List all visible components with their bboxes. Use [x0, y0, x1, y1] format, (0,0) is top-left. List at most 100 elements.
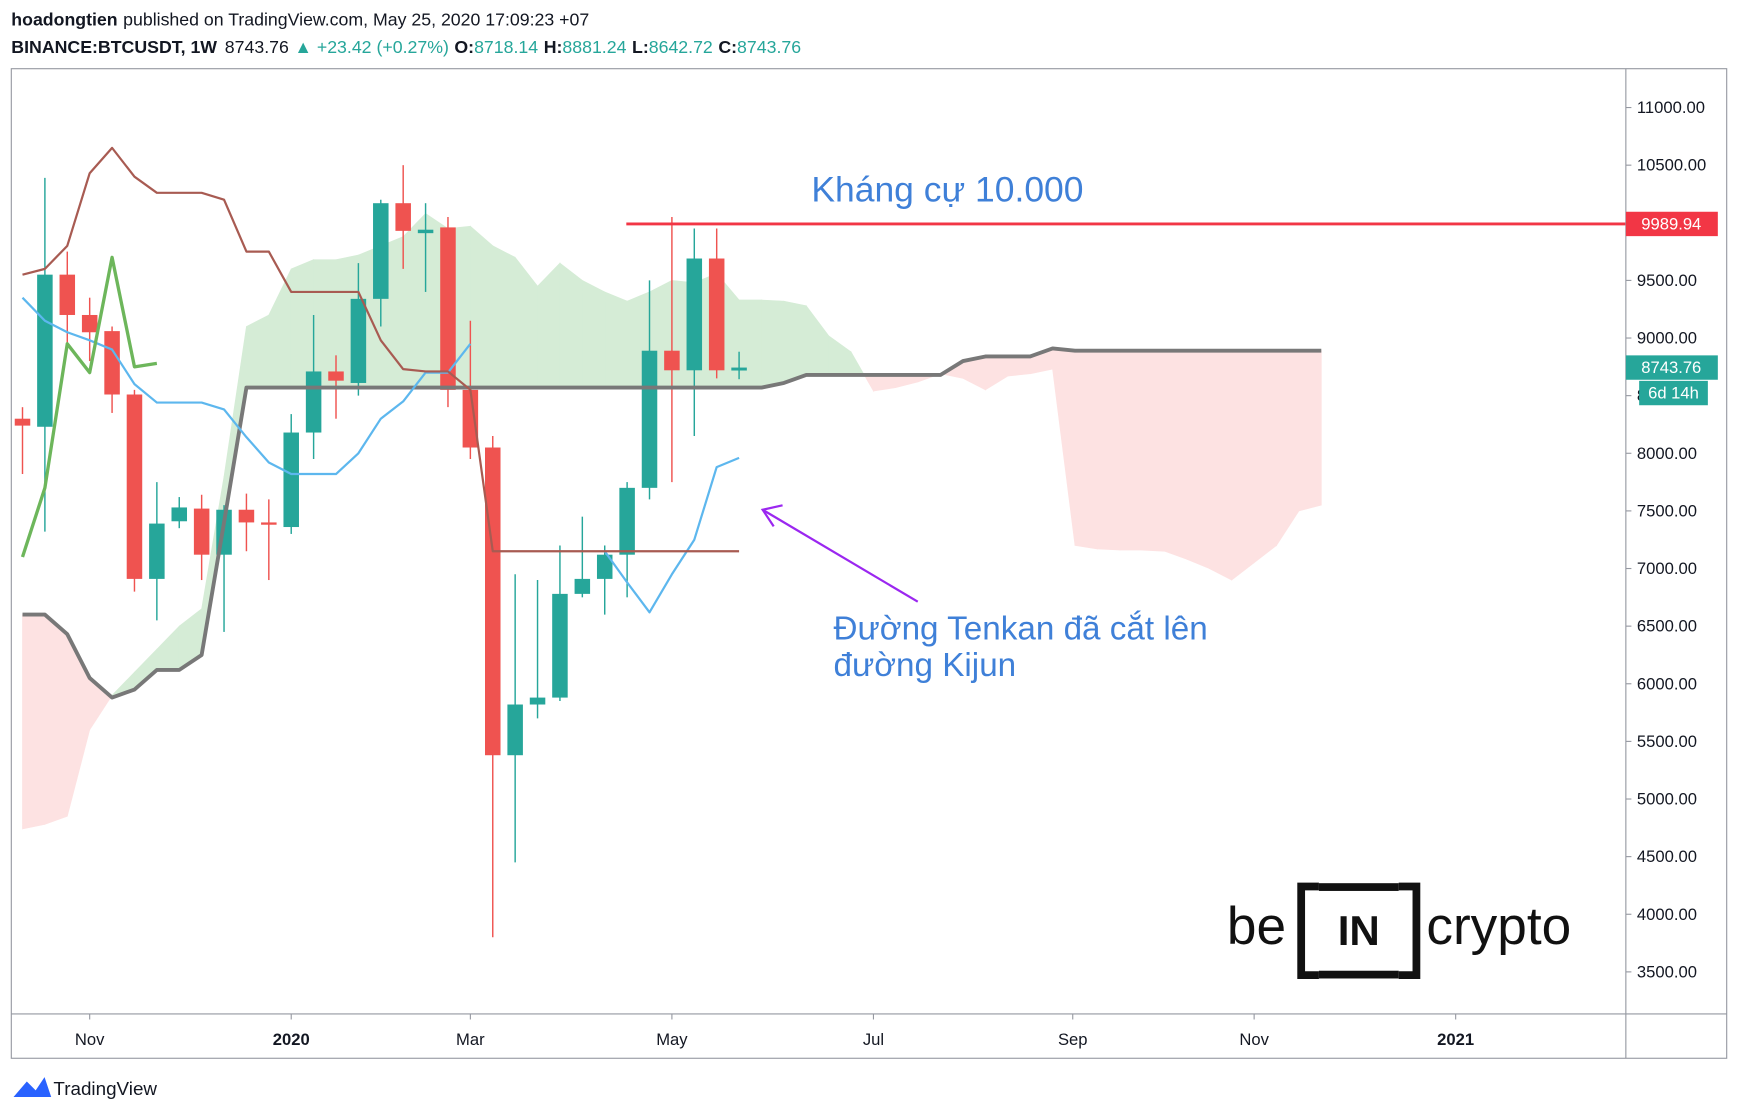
y-tick-label: 5500.00	[1637, 732, 1697, 751]
last-price-box	[1625, 355, 1718, 380]
ohlc-value: 8881.24	[562, 37, 626, 57]
candle-body	[664, 350, 680, 371]
x-tick-label: Mar	[456, 1030, 485, 1049]
indicator-line	[21, 296, 472, 476]
cloud-segment	[1097, 350, 1121, 551]
y-tick-label: 4500.00	[1637, 847, 1697, 866]
candle-body	[462, 389, 479, 448]
x-tick-label: 2020	[273, 1030, 310, 1049]
cloud-segment	[246, 314, 270, 388]
cloud-segment	[492, 245, 516, 388]
cloud-segment	[66, 634, 91, 817]
y-tick-label: 8000.00	[1637, 444, 1697, 463]
candle-body	[373, 203, 389, 299]
cloud-segment	[313, 259, 337, 388]
ohlc-value: 8718.14	[474, 37, 538, 57]
ohlc-label: H:	[544, 37, 563, 57]
candle-body	[574, 578, 591, 594]
watermark-text: be	[1227, 897, 1286, 956]
candle-body	[261, 522, 277, 525]
countdown-box	[1639, 380, 1708, 406]
indicator-line	[22, 146, 740, 553]
y-tick-label: 9500.00	[1637, 271, 1697, 290]
y-tick-label: 9000.00	[1637, 329, 1697, 348]
y-tick-label: 4000.00	[1637, 905, 1697, 924]
cloud-segment	[1231, 350, 1255, 581]
cloud-segment	[1209, 350, 1233, 581]
cloud-segment	[1052, 348, 1076, 546]
cloud-segment	[134, 648, 158, 691]
x-tick-label: Jul	[863, 1030, 884, 1049]
x-tick-label: May	[656, 1030, 688, 1049]
cloud-segment	[290, 259, 314, 388]
x-tick-label: Nov	[1239, 1030, 1269, 1049]
indicator-line	[22, 346, 1322, 700]
indicator-line	[603, 456, 740, 614]
y-tick-label: 3500.00	[1637, 962, 1697, 981]
candle-body	[283, 432, 299, 528]
cloud-segment	[985, 356, 1009, 391]
indicator-line	[20, 255, 158, 558]
candle-body	[238, 509, 255, 523]
cloud-segment	[402, 212, 426, 388]
y-tick-label: 7000.00	[1637, 559, 1697, 578]
candle-body	[104, 331, 120, 395]
candle-body	[59, 274, 76, 315]
candle-body	[619, 487, 635, 555]
price-label-box	[1625, 211, 1718, 237]
cloud-segment	[44, 613, 68, 825]
candle-body	[731, 367, 747, 371]
watermark-text: IN	[1338, 907, 1380, 954]
published: published on TradingView.com, May 25, 20…	[123, 9, 589, 29]
watermark: be IN crypto	[1227, 882, 1571, 980]
y-tick-label: 6500.00	[1637, 617, 1697, 636]
arrow	[760, 504, 919, 603]
cloud-segment	[581, 279, 606, 388]
candle-body	[328, 371, 344, 381]
candle-body	[305, 371, 322, 433]
countdown: 6d 14h	[1648, 384, 1699, 403]
last-price: 8743.76	[225, 37, 289, 57]
cloud-segment	[514, 256, 538, 388]
y-tick-label: 11000.00	[1637, 98, 1705, 117]
y-tick-label: 6000.00	[1637, 674, 1697, 693]
candle-body	[37, 274, 53, 427]
price-label: 9989.94	[1641, 214, 1701, 233]
candle-body	[485, 447, 501, 756]
author: hoadongtien	[11, 9, 117, 29]
candle-body	[149, 523, 165, 579]
cloud-segment	[805, 304, 829, 376]
annotation: đường Kijun	[834, 647, 1017, 684]
y-tick-label: 7500.00	[1637, 501, 1697, 520]
candle-body	[81, 314, 98, 333]
cloud-segment	[1007, 356, 1031, 377]
cloud-segment	[738, 299, 762, 388]
annotation: Đường Tenkan đã cắt lên	[834, 609, 1208, 647]
cloud-segment	[863, 374, 874, 393]
candle-body	[596, 554, 613, 579]
x-tick-label: Sep	[1058, 1030, 1088, 1049]
cloud-segment	[1298, 350, 1322, 512]
brand: TradingView	[53, 1078, 157, 1099]
ohlc-label: L:	[632, 37, 649, 57]
last-price-label: 8743.76	[1641, 358, 1701, 377]
cloud-segment	[559, 262, 583, 388]
candle-body	[350, 298, 367, 383]
candle-body	[14, 418, 31, 426]
cloud-segment	[22, 614, 46, 830]
candle-body	[529, 697, 546, 705]
candle-body	[395, 203, 411, 231]
y-tick-label: 10500.00	[1637, 156, 1706, 175]
symbol: BINANCE:BTCUSDT, 1W	[11, 37, 217, 57]
cloud-segment	[828, 335, 852, 376]
candle-body	[171, 507, 188, 522]
candle-body	[641, 350, 658, 488]
watermark-text: crypto	[1426, 897, 1571, 956]
publish-line: hoadongtien published on TradingView.com,…	[11, 9, 589, 29]
ohlc-label: O:	[454, 37, 474, 57]
cloud-segment	[537, 262, 561, 388]
cloud-segment	[470, 225, 494, 388]
cloud-segment	[1141, 350, 1165, 552]
